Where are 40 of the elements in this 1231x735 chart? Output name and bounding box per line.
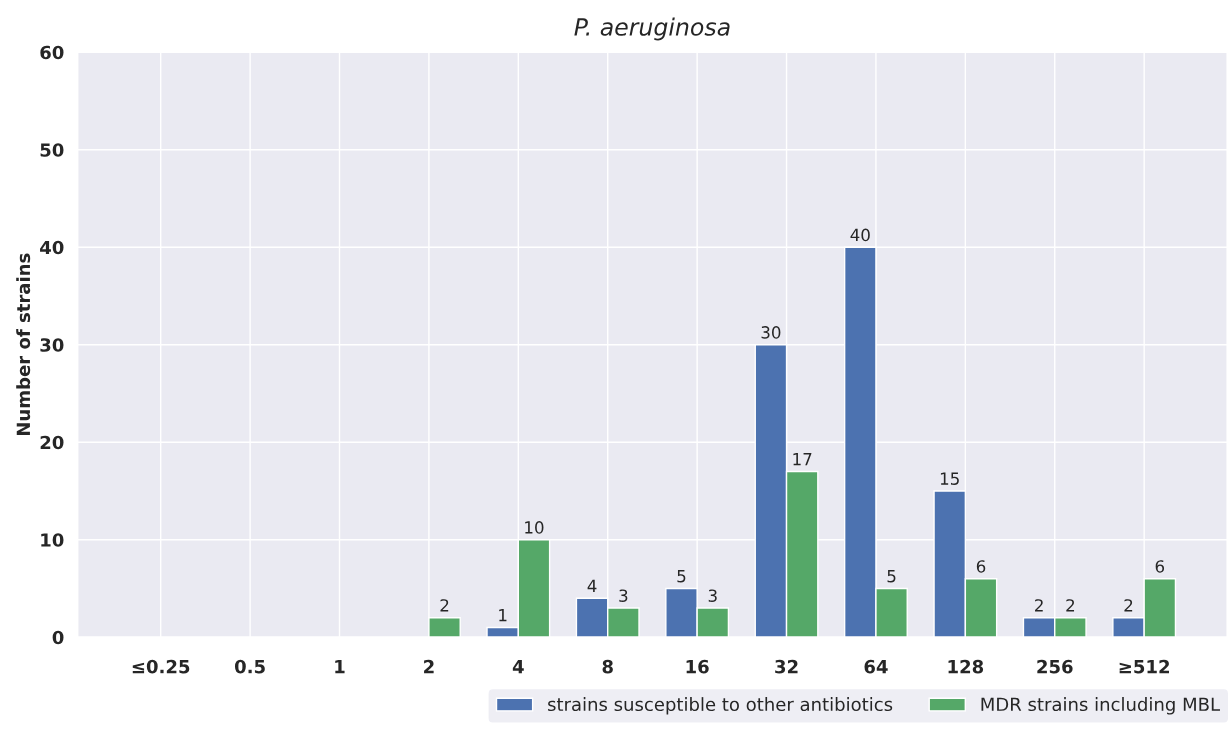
y-tick-label: 30: [40, 338, 64, 352]
x-tick-label: ≤0.25: [132, 659, 190, 674]
x-tick-label: 4: [512, 660, 524, 674]
y-axis-title: Number of strains: [16, 253, 31, 436]
x-tick-label: 32: [775, 659, 798, 674]
data-label: 5: [677, 570, 686, 583]
x-tick-label: 0.5: [234, 659, 265, 674]
data-label: 30: [761, 326, 781, 339]
data-label: 2: [1124, 599, 1133, 612]
data-label: 6: [1155, 560, 1165, 573]
x-tick-label: 64: [864, 659, 888, 674]
y-tick-label: 50: [40, 143, 64, 157]
data-label: 2: [440, 599, 449, 612]
x-tick-label: ≥512: [1119, 659, 1169, 674]
data-label: 3: [619, 589, 628, 602]
data-label: 2: [1066, 599, 1075, 612]
y-tick-label: 60: [40, 45, 64, 60]
data-label: 5: [887, 570, 896, 583]
x-tick-label: 1: [335, 660, 345, 674]
data-label: 4: [587, 579, 597, 592]
data-label: 2: [1035, 599, 1043, 612]
y-tick-label: 0: [52, 630, 64, 645]
data-label: 10: [525, 521, 544, 534]
x-tick-label: 2: [424, 659, 434, 674]
legend-label: MDR strains including MBL: [981, 697, 1220, 715]
data-label: 6: [976, 560, 986, 573]
x-tick-label: 8: [602, 659, 613, 674]
data-label: 40: [850, 228, 870, 242]
x-tick-label: 256: [1037, 659, 1073, 674]
y-tick-label: 40: [40, 240, 64, 255]
data-label: 3: [708, 589, 717, 602]
y-tick-label: 10: [41, 533, 64, 547]
data-label: 15: [940, 472, 959, 485]
x-tick-label: 16: [686, 659, 709, 674]
x-tick-label: 128: [948, 659, 984, 674]
data-label: 1: [499, 609, 507, 622]
y-tick-label: 20: [40, 435, 64, 450]
chart-title: P. aeruginosa: [574, 17, 730, 41]
legend-label: strains susceptible to other antibiotics: [548, 697, 893, 715]
data-label: 17: [793, 453, 812, 466]
